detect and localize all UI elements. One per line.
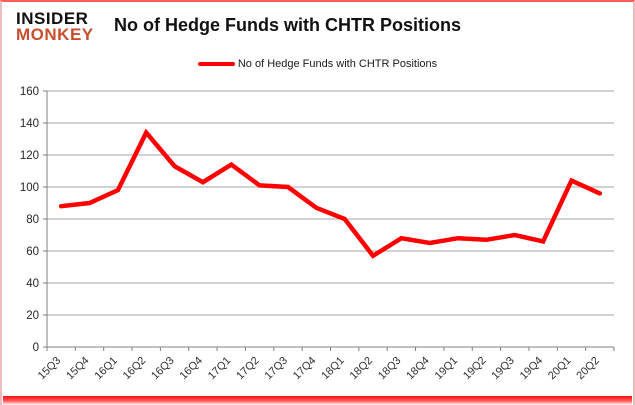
x-axis-label: 20Q1 xyxy=(546,355,574,383)
x-axis-label: 15Q3 xyxy=(36,355,64,383)
bottom-red-border xyxy=(3,396,632,405)
legend-label: No of Hedge Funds with CHTR Positions xyxy=(237,58,438,70)
x-axis-label: 16Q1 xyxy=(92,355,120,383)
chart-legend: No of Hedge Funds with CHTR Positions xyxy=(2,58,633,70)
y-axis-label: 0 xyxy=(33,342,39,354)
data-series-line xyxy=(58,128,603,259)
y-axis-label: 80 xyxy=(26,214,39,226)
x-axis-label: 19Q4 xyxy=(518,355,546,383)
x-axis-label: 15Q4 xyxy=(64,355,92,383)
x-axis-label: 18Q1 xyxy=(319,355,347,383)
x-axis-label: 20Q2 xyxy=(574,355,602,383)
logo-text-insider: INSIDER xyxy=(16,9,89,28)
x-axis-label: 19Q3 xyxy=(489,355,517,383)
y-axis-label: 120 xyxy=(20,150,39,162)
y-axis-label: 40 xyxy=(26,278,39,290)
x-axis-label: 16Q2 xyxy=(121,355,149,383)
y-axis-label: 100 xyxy=(20,182,39,194)
x-axis-label: 16Q3 xyxy=(149,355,177,383)
y-axis-label: 160 xyxy=(20,86,39,98)
x-axis-label: 18Q4 xyxy=(404,355,432,383)
y-axis-label: 20 xyxy=(26,310,39,322)
legend-line-marker xyxy=(197,62,235,66)
x-axis-label: 18Q2 xyxy=(348,355,376,383)
insider-monkey-logo: INSIDER MONKEY xyxy=(16,9,94,44)
y-axis-label: 140 xyxy=(20,118,39,130)
x-axis-label: 19Q1 xyxy=(433,355,461,383)
x-axis-label: 19Q2 xyxy=(461,355,489,383)
x-axis-label: 18Q3 xyxy=(376,355,404,383)
x-axis-label: 17Q1 xyxy=(206,355,234,383)
logo-text-monkey: MONKEY xyxy=(16,24,94,44)
x-axis-label: 17Q4 xyxy=(291,355,319,383)
x-axis-label: 16Q4 xyxy=(178,355,206,383)
y-axis-label: 60 xyxy=(26,246,39,258)
x-axis-label: 17Q3 xyxy=(263,355,291,383)
x-axis-label: 17Q2 xyxy=(234,355,262,383)
page-title: No of Hedge Funds with CHTR Positions xyxy=(114,15,461,35)
